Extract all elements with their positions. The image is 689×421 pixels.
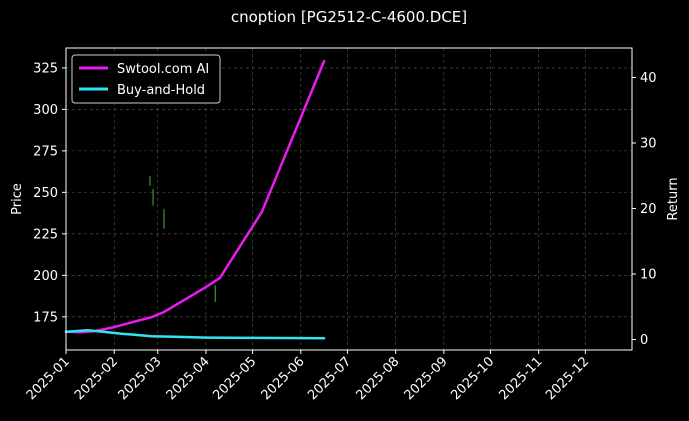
y-tick-label: 200 [33,269,58,284]
legend-label-hold: Buy-and-Hold [117,83,205,98]
plot-frame [65,47,633,351]
y-tick-label: 325 [33,61,58,76]
y2-tick-label: 30 [640,136,657,151]
y-axis-label: Price [10,183,25,215]
y-axis-right: 0 10 20 30 40 [632,71,657,348]
y-axis-left: 175 200 225 250 275 300 325 [33,61,66,325]
legend-box [71,54,221,104]
y2-tick-label: 40 [640,71,657,86]
y-tick-label: 225 [33,227,58,242]
y-tick-label: 275 [33,144,58,159]
candles [149,175,216,302]
legend: Swtool.com AI Buy-and-Hold [71,54,221,104]
y2-axis-label: Return [666,177,681,220]
hold-return-line [64,329,326,340]
y-tick-label: 300 [33,103,58,118]
series-lines [64,59,326,340]
legend-label-ai: Swtool.com AI [117,62,209,77]
chart-title: cnoption [PG2512-C-4600.DCE] [231,8,467,26]
y2-tick-label: 0 [640,333,648,348]
y2-tick-label: 20 [640,202,657,217]
y-tick-label: 175 [33,310,58,325]
y-tick-label: 250 [33,186,58,201]
y2-tick-label: 10 [640,268,657,283]
